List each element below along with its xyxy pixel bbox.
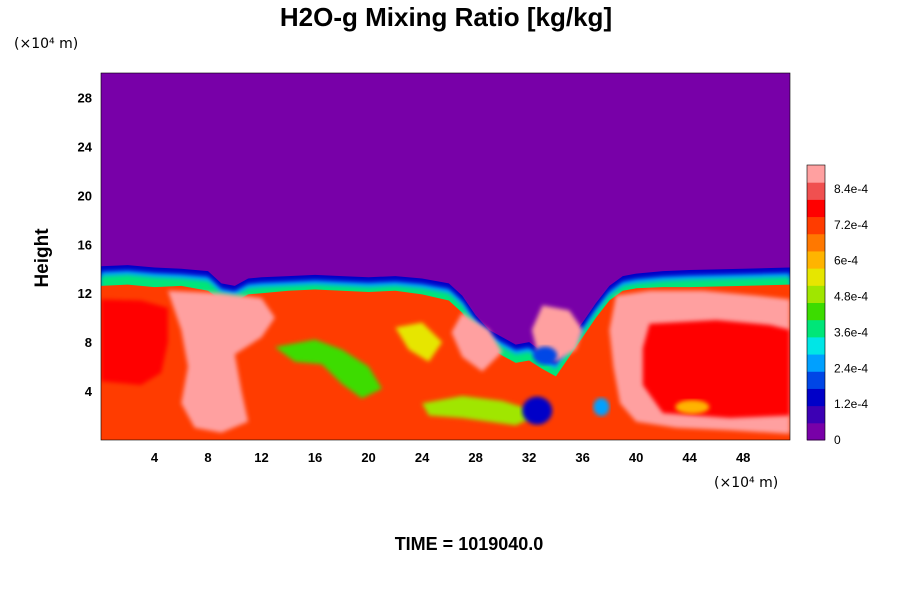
colorbar-swatch bbox=[807, 319, 825, 338]
chart-title: H2O-g Mixing Ratio [kg/kg] bbox=[280, 2, 612, 32]
y-tick-label: 4 bbox=[85, 384, 93, 399]
colorbar-tick-label: 2.4e-4 bbox=[834, 361, 868, 375]
plot-frame bbox=[100, 72, 791, 441]
y-axis-unit: (×10⁴ m) bbox=[14, 36, 78, 52]
colorbar-swatch bbox=[807, 336, 825, 355]
swirl-filament-mid bbox=[395, 322, 443, 362]
colorbar-frame bbox=[806, 164, 826, 441]
colorbar-swatch bbox=[807, 354, 825, 372]
y-axis-ticks: 4 8 12 16 20 24 28 bbox=[78, 90, 93, 399]
x-axis-ticks: 4 8 12 16 20 24 28 32 36 40 44 48 bbox=[151, 450, 751, 465]
colorbar bbox=[806, 164, 826, 441]
eddy-bottom bbox=[522, 396, 553, 425]
x-tick-label: 16 bbox=[308, 450, 322, 465]
core-right bbox=[642, 320, 790, 418]
x-tick-label: 28 bbox=[468, 450, 482, 465]
colorbar-swatch bbox=[807, 268, 825, 286]
moisture-field-shapes bbox=[101, 265, 790, 440]
colorbar-swatch bbox=[807, 405, 825, 424]
x-tick-label: 12 bbox=[254, 450, 268, 465]
colorbar-tick-label: 3.6e-4 bbox=[834, 325, 868, 339]
colorbar-swatch bbox=[807, 285, 825, 303]
y-tick-label: 16 bbox=[78, 237, 92, 252]
x-tick-label: 32 bbox=[522, 450, 536, 465]
swirl-filament-lower bbox=[422, 395, 543, 426]
colorbar-tick-label: 7.2e-4 bbox=[834, 218, 868, 232]
colorbar-swatch bbox=[807, 250, 825, 269]
x-tick-label: 48 bbox=[736, 450, 750, 465]
plume-mid bbox=[451, 312, 503, 372]
x-tick-label: 8 bbox=[204, 450, 211, 465]
swirl-filament-left bbox=[274, 339, 382, 399]
colorbar-labels: 0 1.2e-4 2.4e-4 3.6e-4 4.8e-4 6e-4 7.2e-4 8.4e-… bbox=[834, 182, 868, 447]
heatmap-field bbox=[101, 73, 790, 440]
core-left bbox=[101, 299, 168, 385]
y-tick-label: 28 bbox=[78, 90, 92, 105]
colorbar-tick-label: 0 bbox=[834, 433, 841, 447]
y-tick-label: 24 bbox=[78, 139, 93, 154]
time-label: TIME = 1019040.0 bbox=[395, 534, 544, 554]
colorbar-swatch bbox=[807, 302, 825, 321]
core-right-peak bbox=[675, 399, 710, 414]
colorbar-swatch bbox=[807, 371, 825, 389]
x-tick-label: 4 bbox=[151, 450, 159, 465]
y-tick-label: 12 bbox=[78, 286, 92, 301]
colorbar-tick-label: 6e-4 bbox=[834, 254, 858, 268]
x-tick-label: 40 bbox=[629, 450, 643, 465]
colorbar-tick-label: 1.2e-4 bbox=[834, 397, 868, 411]
x-tick-label: 24 bbox=[415, 450, 430, 465]
colorbar-swatch bbox=[807, 422, 825, 441]
y-tick-label: 20 bbox=[78, 188, 92, 203]
y-tick-label: 8 bbox=[85, 335, 92, 350]
colorbar-swatch bbox=[807, 388, 825, 407]
x-tick-label: 20 bbox=[361, 450, 375, 465]
x-axis-unit: (×10⁴ m) bbox=[714, 475, 778, 491]
colorbar-tick-label: 4.8e-4 bbox=[834, 290, 868, 304]
eddy-right bbox=[593, 397, 610, 416]
x-tick-label: 36 bbox=[575, 450, 589, 465]
colorbar-swatch bbox=[807, 165, 825, 183]
colorbar-tick-label: 8.4e-4 bbox=[834, 182, 868, 196]
y-axis-label: Height bbox=[32, 228, 53, 288]
colorbar-swatch bbox=[807, 199, 825, 218]
x-tick-label: 44 bbox=[682, 450, 697, 465]
plume-left bbox=[167, 290, 275, 433]
colorbar-swatch bbox=[807, 182, 825, 200]
eddy-center bbox=[533, 346, 558, 365]
colorbar-swatch bbox=[807, 216, 825, 235]
colorbar-swatch bbox=[807, 233, 825, 252]
